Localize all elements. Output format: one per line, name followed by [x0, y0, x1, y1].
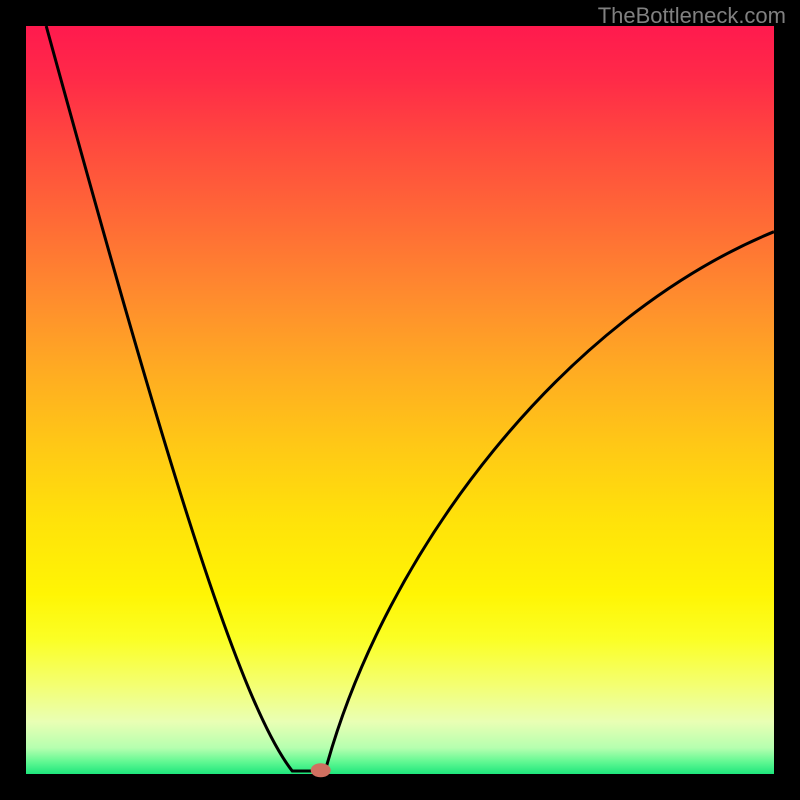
- chart-gradient-background: [26, 26, 774, 774]
- watermark-text: TheBottleneck.com: [598, 3, 786, 29]
- bottleneck-chart: [0, 0, 800, 800]
- optimal-point-marker: [311, 763, 331, 777]
